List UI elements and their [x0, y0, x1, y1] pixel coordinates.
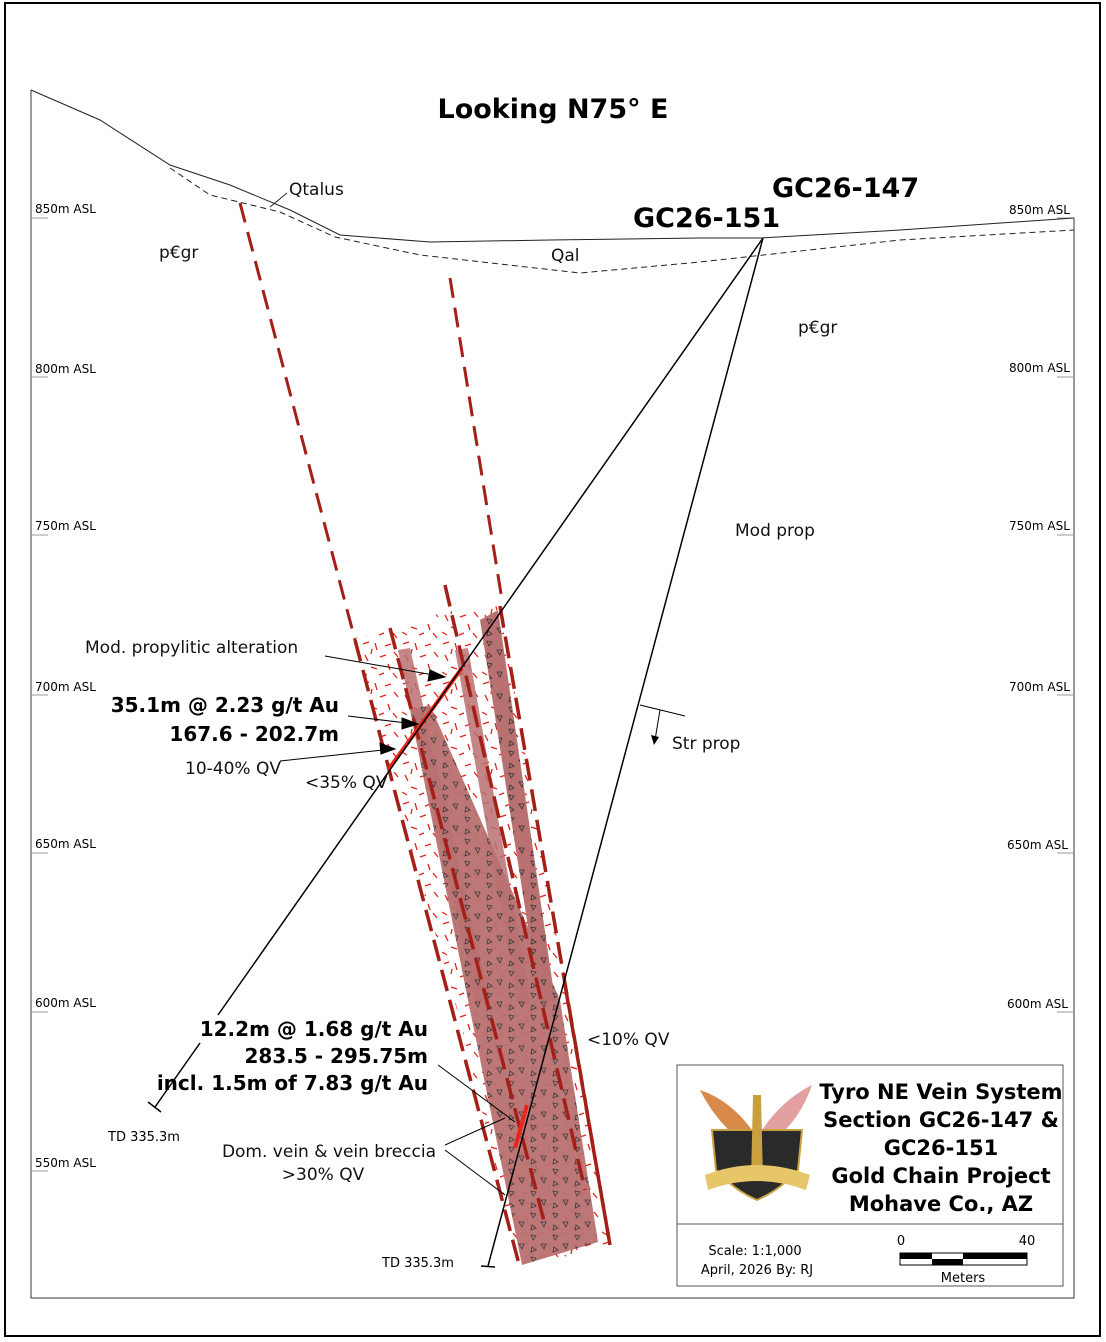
projected-vein-1 [238, 202, 357, 641]
str-prop-dip-arrow [654, 709, 661, 741]
str-prop-contact [639, 704, 686, 717]
scale-bar [899, 1252, 1028, 1266]
elev-right-750: 750m ASL [1009, 519, 1070, 533]
drill-trace-gc26-147 [487, 237, 764, 1267]
td-tick-147 [480, 1265, 496, 1268]
dom-vein-breccia [410, 705, 598, 1265]
label-dom-vein: Dom. vein & vein breccia [222, 1142, 436, 1162]
projected-vein-2 [448, 277, 504, 601]
label-dom-vein-qv: >30% QV [282, 1165, 365, 1185]
drill-trace-gc26-151 [217, 237, 764, 1016]
intercept1-grade: 35.1m @ 2.23 g/t Au [111, 693, 339, 717]
leader-lines [279, 655, 516, 1196]
topography-line [30, 89, 1075, 243]
section-frame [30, 90, 1075, 1299]
scalebar-max: 40 [1019, 1234, 1036, 1249]
west-point-gold-logo [700, 1085, 812, 1202]
outer-border [4, 2, 1101, 1337]
label-gc26-147: GC26-147 [772, 173, 919, 204]
label-gc26-151: GC26-151 [633, 203, 780, 234]
elev-left-850: 850m ASL [35, 202, 96, 216]
elev-left-650: 650m ASL [35, 837, 96, 851]
elev-left-750: 750m ASL [35, 519, 96, 533]
arrowhead-icon [651, 735, 659, 745]
intercept1-interval: 167.6 - 202.7m [169, 722, 339, 746]
elev-left-700: 700m ASL [35, 680, 96, 694]
elev-left-800: 800m ASL [35, 362, 96, 376]
breccia-band-3 [480, 610, 555, 1004]
unit-str-prop: Str prop [672, 734, 740, 754]
intercept2-interval: 283.5 - 295.75m [244, 1044, 428, 1068]
title-block-line-1: Tyro NE Vein System [819, 1080, 1062, 1104]
intercept2-grade: 12.2m @ 1.68 g/t Au [200, 1017, 428, 1041]
td-label-151: TD 335.3m [107, 1130, 180, 1145]
unit-pcgr-right: p€gr [798, 318, 837, 338]
title-block: Tyro NE Vein System Section GC26-147 & G… [676, 1064, 1064, 1287]
intercept2-included: incl. 1.5m of 7.83 g/t Au [157, 1071, 428, 1095]
title-block-line-4: Gold Chain Project [831, 1164, 1050, 1188]
label-qv-lt35: <35% QV [305, 773, 388, 793]
label-qv-lt10: <10% QV [587, 1030, 670, 1050]
title-block-line-5: Mohave Co., AZ [849, 1192, 1033, 1216]
elev-right-700: 700m ASL [1009, 680, 1070, 694]
alluvium-contact [169, 167, 1075, 274]
elevation-ticks [31, 217, 1074, 1172]
unit-pcgr-left: p€gr [159, 243, 198, 263]
elev-right-650: 650m ASL [1007, 838, 1068, 852]
label-qv-10-40: 10-40% QV [185, 759, 281, 779]
unit-mod-prop: Mod prop [735, 521, 815, 541]
td-label-147: TD 335.3m [381, 1256, 454, 1271]
scalebar-unit: Meters [941, 1271, 986, 1286]
intercept-2 [513, 1104, 529, 1149]
elev-left-550: 550m ASL [35, 1156, 96, 1170]
label-mod-propylitic: Mod. propylitic alteration [85, 638, 298, 658]
elev-right-600: 600m ASL [1007, 997, 1068, 1011]
elev-right-850: 850m ASL [1009, 203, 1070, 217]
drill-trace-gc26-151-lower [154, 1042, 201, 1108]
title-block-line-3: GC26-151 [884, 1136, 998, 1160]
section-title: Looking N75° E [438, 94, 669, 125]
scalebar-min: 0 [897, 1234, 905, 1249]
elev-right-800: 800m ASL [1009, 361, 1070, 375]
unit-qtalus: Qtalus [289, 180, 344, 200]
qtalus-leader [269, 192, 288, 208]
elev-left-600: 600m ASL [35, 996, 96, 1010]
title-block-line-2: Section GC26-147 & [823, 1108, 1059, 1132]
scale-text: Scale: 1:1,000 [708, 1244, 801, 1259]
td-tick-151 [147, 1101, 162, 1113]
unit-qal: Qal [551, 246, 580, 266]
date-author-text: April, 2026 By: RJ [701, 1263, 813, 1278]
